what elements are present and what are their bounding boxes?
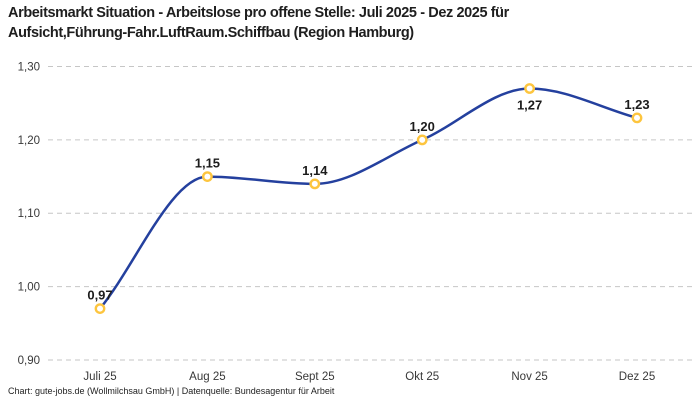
- x-tick-label: Dez 25: [619, 371, 655, 383]
- chart-title-line2: Aufsicht,Führung-Fahr.LuftRaum.Schiffbau…: [8, 25, 414, 41]
- data-point-marker: [631, 112, 643, 124]
- data-point-marker: [416, 134, 428, 146]
- data-point-marker: [524, 83, 535, 94]
- chart-title-line1: Arbeitsmarkt Situation - Arbeitslose pro…: [8, 5, 509, 21]
- x-tick-label: Juli 25: [83, 371, 116, 383]
- x-tick-label: Nov 25: [511, 371, 547, 383]
- series-line: [98, 87, 639, 310]
- data-point-marker: [94, 303, 106, 314]
- x-tick-label: Sept 25: [295, 371, 335, 383]
- data-point-label: 1,14: [302, 163, 328, 178]
- data-point-label: 1,27: [517, 98, 542, 113]
- y-tick-label: 0,90: [18, 355, 40, 367]
- data-point-label: 1,23: [624, 97, 649, 112]
- y-tick-label: 1,00: [18, 282, 40, 294]
- y-tick-label: 1,10: [18, 208, 40, 220]
- chart-title: Arbeitsmarkt Situation - Arbeitslose pro…: [8, 3, 509, 43]
- x-tick-label: Aug 25: [189, 371, 225, 383]
- y-tick-label: 1,20: [18, 135, 40, 147]
- x-tick-label: Okt 25: [405, 371, 439, 383]
- data-point-label: 1,20: [410, 119, 435, 134]
- data-point-marker: [309, 178, 321, 190]
- y-tick-label: 1,30: [18, 62, 40, 74]
- data-point-marker: [201, 171, 213, 183]
- data-point-label: 0,97: [87, 288, 112, 303]
- data-point-label: 1,15: [195, 156, 220, 171]
- footer-credit: Chart: gute-jobs.de (Wollmilchsau GmbH) …: [8, 386, 335, 396]
